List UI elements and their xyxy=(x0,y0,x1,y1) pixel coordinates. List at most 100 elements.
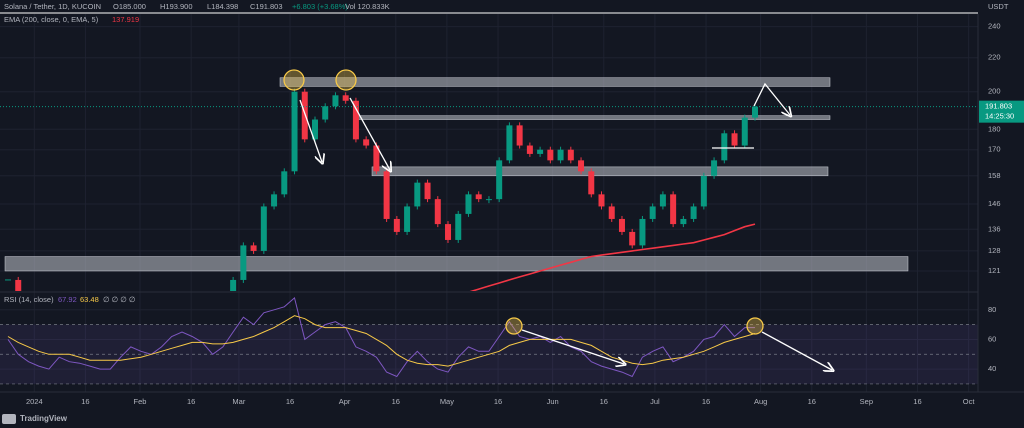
candle xyxy=(567,149,574,161)
countdown: 14:25:30 xyxy=(985,112,1014,121)
candle xyxy=(342,95,349,101)
candle xyxy=(445,224,452,240)
x-tick-label: 16 xyxy=(702,397,710,406)
y-tick-label: 121 xyxy=(988,266,1001,275)
arrow xyxy=(521,329,624,364)
y-tick-label: 146 xyxy=(988,199,1001,208)
candle xyxy=(311,119,318,140)
candle xyxy=(659,194,666,207)
y-tick-label: 158 xyxy=(988,171,1001,180)
candle xyxy=(352,100,359,140)
candle xyxy=(741,117,748,146)
candle xyxy=(496,160,503,200)
candle xyxy=(516,125,523,146)
x-tick-label: Sep xyxy=(860,397,873,406)
zones xyxy=(4,77,909,272)
y-tick-label: 170 xyxy=(988,145,1001,154)
arrow xyxy=(349,97,390,170)
candle xyxy=(526,145,533,154)
arrow xyxy=(753,82,790,115)
currency: USDT xyxy=(988,2,1009,11)
candle xyxy=(250,245,257,251)
candle xyxy=(404,206,411,232)
candle xyxy=(598,194,605,207)
circle xyxy=(746,317,764,335)
candle xyxy=(332,95,339,107)
candle xyxy=(711,160,718,176)
candle xyxy=(649,206,656,219)
candle xyxy=(588,171,595,195)
candle xyxy=(455,213,462,240)
candle xyxy=(240,245,247,280)
price-box xyxy=(979,100,1024,123)
candle xyxy=(230,279,237,291)
change: +6.803 (+3.68%) xyxy=(292,2,348,11)
x-tick-label: May xyxy=(440,397,454,406)
x-tick-label: Aug xyxy=(754,397,767,406)
candle xyxy=(506,125,513,161)
symbol: Solana / Tether, 1D, KUCOIN xyxy=(4,2,101,11)
zone xyxy=(279,77,831,87)
candles xyxy=(0,88,978,291)
zone xyxy=(371,166,829,177)
circle xyxy=(283,69,305,91)
x-tick-label: 2024 xyxy=(26,397,43,406)
x-tick-label: 16 xyxy=(187,397,195,406)
candle xyxy=(281,171,288,195)
ohlc-low: L184.398 xyxy=(207,2,238,11)
ohlc-close: C191.803 xyxy=(250,2,283,11)
candle xyxy=(465,194,472,214)
x-tick-label: Feb xyxy=(134,397,147,406)
rsi-pane xyxy=(0,296,978,385)
candle xyxy=(680,218,687,225)
x-tick-label: 16 xyxy=(494,397,502,406)
y-tick-label: 136 xyxy=(988,224,1001,233)
x-tick-label: 16 xyxy=(392,397,400,406)
candle xyxy=(485,199,492,201)
candle xyxy=(731,133,738,146)
candle xyxy=(639,218,646,246)
candle xyxy=(578,160,585,172)
rsi-ma-value: 63.48 xyxy=(80,295,99,304)
candle xyxy=(721,133,728,161)
rsi-tick-label: 60 xyxy=(988,334,996,343)
candle xyxy=(608,206,615,219)
ema-label: EMA (200, close, 0, EMA, 5) xyxy=(4,15,99,24)
rsi-ma-line xyxy=(7,315,756,367)
candle xyxy=(363,139,370,146)
volume: Vol 120.833K xyxy=(345,2,390,11)
x-tick-label: 16 xyxy=(913,397,921,406)
y-tick-label: 128 xyxy=(988,246,1001,255)
x-tick-label: 16 xyxy=(81,397,89,406)
rsi-tick-label: 40 xyxy=(988,364,996,373)
candle xyxy=(383,171,390,219)
candle xyxy=(475,194,482,200)
candle xyxy=(618,218,625,232)
candle xyxy=(271,194,278,207)
candle xyxy=(322,106,329,120)
rsi-extra: ∅ ∅ ∅ ∅ xyxy=(103,295,136,304)
arrow xyxy=(299,99,322,162)
y-tick-label: 240 xyxy=(988,22,1001,31)
candle xyxy=(629,231,636,246)
x-tick-label: Apr xyxy=(339,397,351,406)
candle xyxy=(752,106,758,118)
x-tick-label: Jul xyxy=(650,397,660,406)
candle xyxy=(301,91,308,140)
brand: TradingView xyxy=(20,414,68,423)
ema-value: 137.919 xyxy=(112,15,139,24)
candle xyxy=(373,145,380,172)
x-tick-label: Mar xyxy=(232,397,245,406)
candle xyxy=(690,206,697,219)
y-tick-label: 220 xyxy=(988,53,1001,62)
x-tick-label: Oct xyxy=(963,397,976,406)
candle xyxy=(557,149,564,161)
ohlc-high: H193.900 xyxy=(160,2,193,11)
candle xyxy=(537,149,544,154)
candle xyxy=(547,149,554,161)
candle xyxy=(700,175,707,207)
circle xyxy=(335,69,357,91)
logo-icon xyxy=(2,414,16,424)
